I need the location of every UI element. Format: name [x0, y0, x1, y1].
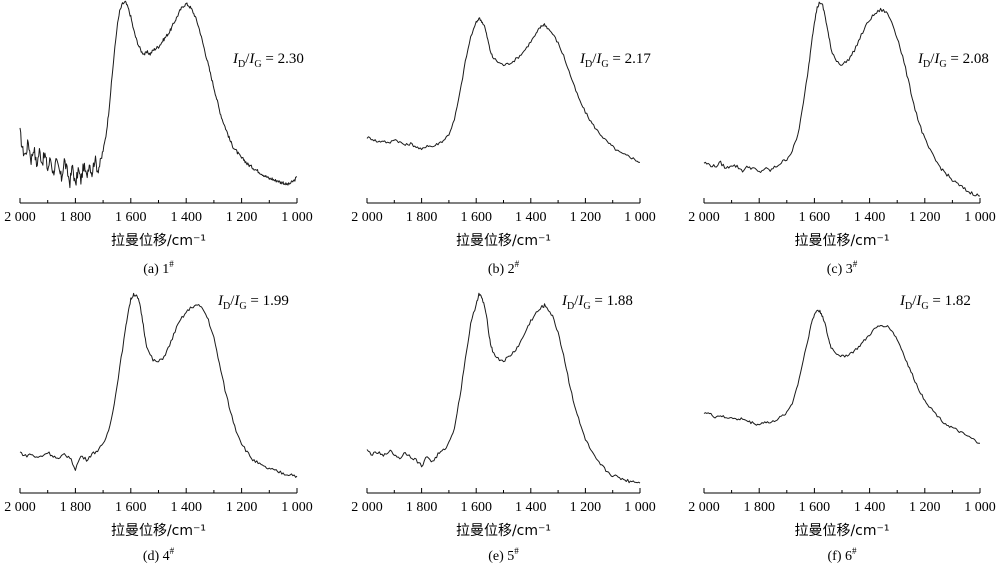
panel-caption: (a) 1#	[143, 259, 174, 277]
panel-e: 2 000 1 800 1 600 1 400 1 200 1 000 拉曼位移/cm⁻¹ (…	[351, 292, 656, 564]
panel-f: 2 000 1 800 1 600 1 400 1 200 1 000 拉曼位移/cm⁻¹ (…	[688, 293, 996, 564]
x-tick-label: 1 600	[460, 500, 492, 515]
x-tick-label: 1 800	[743, 210, 775, 225]
x-tick-label: 1 000	[624, 210, 656, 225]
x-tick-label: 1 200	[226, 210, 258, 225]
panel-caption: (f) 6#	[828, 546, 858, 564]
x-axis-title: 拉曼位移/cm⁻¹	[456, 233, 551, 249]
raman-spectrum-line	[366, 17, 641, 163]
panel-caption: (d) 4#	[143, 546, 175, 564]
x-tick-label: 1 600	[460, 210, 492, 225]
x-tick-label: 1 200	[570, 210, 602, 225]
x-tick-label: 2 000	[4, 210, 36, 225]
x-tick-label: 1 600	[115, 210, 147, 225]
x-tick-label: 1 000	[281, 500, 313, 515]
panel-a: 2 000 1 800 1 600 1 400 1 200 1 000 拉曼位移/cm⁻¹ (…	[4, 0, 313, 277]
x-tick-label: 1 000	[624, 500, 656, 515]
id-ig-ratio-label: ID/IG = 2.08	[917, 51, 989, 70]
x-tick-label: 1 200	[570, 500, 602, 515]
id-ig-ratio-label: ID/IG = 1.88	[561, 293, 633, 312]
id-ig-ratio-label: ID/IG = 2.30	[232, 51, 304, 70]
raman-spectrum-line	[703, 309, 980, 444]
panel-caption: (c) 3#	[827, 259, 858, 277]
x-tick-label: 1 400	[170, 210, 202, 225]
x-tick-label: 1 000	[964, 500, 996, 515]
x-tick-label: 2 000	[351, 210, 383, 225]
x-tick-label: 1 600	[799, 500, 831, 515]
x-tick-label: 1 800	[743, 500, 775, 515]
raman-spectrum-line	[703, 1, 981, 197]
x-tick-label: 1 600	[799, 210, 831, 225]
x-tick-label: 1 800	[60, 500, 92, 515]
x-tick-label: 1 400	[854, 500, 886, 515]
x-tick-label: 1 800	[406, 210, 438, 225]
x-tick-label: 1 000	[281, 210, 313, 225]
x-tick-label: 1 400	[515, 500, 547, 515]
id-ig-ratio-label: ID/IG = 1.99	[217, 293, 289, 312]
x-axis-title: 拉曼位移/cm⁻¹	[111, 523, 206, 539]
x-tick-label: 1 400	[170, 500, 202, 515]
x-axis-title: 拉曼位移/cm⁻¹	[794, 233, 889, 249]
x-tick-label: 1 200	[226, 500, 258, 515]
x-tick-label: 1 800	[60, 210, 92, 225]
id-ig-ratio-label: ID/IG = 1.82	[899, 293, 971, 312]
panel-b: 2 000 1 800 1 600 1 400 1 200 1 000 拉曼位移/cm⁻¹ (…	[351, 17, 656, 277]
x-tick-label: 1 400	[854, 210, 886, 225]
x-tick-label: 2 000	[688, 210, 720, 225]
x-tick-label: 2 000	[351, 500, 383, 515]
x-axis-title: 拉曼位移/cm⁻¹	[111, 233, 206, 249]
raman-spectrum-line	[19, 0, 298, 189]
panel-caption: (e) 5#	[488, 546, 519, 564]
panel-c: 2 000 1 800 1 600 1 400 1 200 1 000 拉曼位移/cm⁻¹ (…	[688, 1, 996, 277]
x-tick-label: 2 000	[4, 500, 36, 515]
x-tick-label: 1 400	[515, 210, 547, 225]
x-axis-title: 拉曼位移/cm⁻¹	[794, 523, 889, 539]
x-tick-label: 2 000	[688, 500, 720, 515]
panel-caption: (b) 2#	[488, 259, 520, 277]
raman-spectrum-line	[19, 292, 298, 478]
x-axis-title: 拉曼位移/cm⁻¹	[456, 523, 551, 539]
id-ig-ratio-label: ID/IG = 2.17	[579, 51, 651, 70]
x-tick-label: 1 200	[909, 500, 941, 515]
x-tick-label: 1 000	[964, 210, 996, 225]
x-tick-label: 1 200	[909, 210, 941, 225]
x-tick-label: 1 800	[406, 500, 438, 515]
x-tick-label: 1 600	[115, 500, 147, 515]
raman-spectrum-line	[366, 292, 641, 484]
panel-d: 2 000 1 800 1 600 1 400 1 200 1 000 拉曼位移/cm⁻¹ (…	[4, 292, 313, 564]
